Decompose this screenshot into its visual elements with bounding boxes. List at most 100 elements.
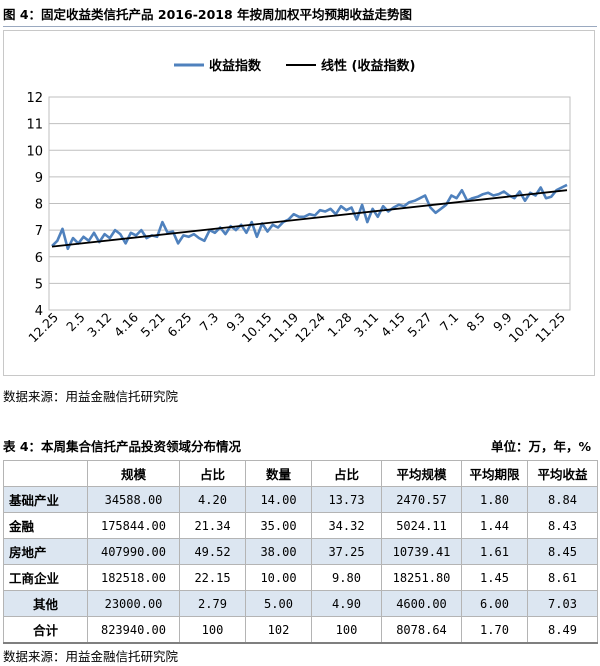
table-cell: 34588.00 [87, 486, 180, 513]
table-cell: 9.80 [311, 564, 382, 591]
row-label: 工商企业 [3, 564, 88, 591]
legend-label-index: 收益指数 [209, 58, 262, 74]
series-line-trend [51, 189, 568, 248]
y-tick-label: 4 [35, 304, 43, 319]
header-cell [3, 460, 88, 487]
table-cell: 6.00 [461, 590, 528, 617]
table-cell: 1.61 [461, 538, 528, 565]
x-tick-label: 7.1 [437, 310, 462, 335]
table-cell: 8.61 [527, 564, 598, 591]
chart-svg: 收益指数 线性 (收益指数) 4 5 6 7 8 9 10 11 12 12.25 2.53.12… [25, 58, 571, 345]
table-cell: 100 [179, 616, 246, 644]
y-tick-label: 8 [35, 198, 43, 213]
x-tick-label: 6.25 [164, 310, 194, 340]
table-cell: 175844.00 [87, 512, 180, 539]
table-cell: 13.73 [311, 486, 382, 513]
header-cell: 数量 [245, 460, 312, 487]
table-cell: 22.15 [179, 564, 246, 591]
header-cell: 平均收益 [527, 460, 598, 487]
table-cell: 5024.11 [381, 512, 462, 539]
y-tick-label: 6 [35, 251, 43, 266]
header-cell: 平均规模 [381, 460, 462, 487]
table-cell: 182518.00 [87, 564, 180, 591]
row-label: 金融 [3, 512, 88, 539]
y-tick-label: 12 [26, 91, 43, 106]
table-row: 工商企业 182518.00 22.15 10.00 9.80 18251.80… [3, 564, 598, 591]
figure-title: 图 4：固定收益类信托产品 2016-2018 年按周加权平均预期收益走势图 [3, 4, 597, 27]
table-cell: 1.70 [461, 616, 528, 644]
row-label: 其他 [3, 590, 88, 617]
x-tick-label: 3.12 [84, 310, 114, 340]
y-tick-label: 9 [35, 171, 43, 186]
x-tick-label: 3.11 [351, 310, 381, 340]
table-cell: 21.34 [179, 512, 246, 539]
header-cell: 规模 [87, 460, 180, 487]
table-cell: 49.52 [179, 538, 246, 565]
x-tick-label: 5.27 [404, 310, 434, 340]
table-cell: 1.80 [461, 486, 528, 513]
y-axis-labels: 4 5 6 7 8 9 10 11 12 [26, 91, 43, 319]
header-cell: 占比 [311, 460, 382, 487]
table-cell: 4600.00 [381, 590, 462, 617]
table-cell: 2.79 [179, 590, 246, 617]
table-cell: 34.32 [311, 512, 382, 539]
table-cell: 2470.57 [381, 486, 462, 513]
table-total-row: 合计 823940.00 100 102 100 8078.64 1.70 8.… [3, 616, 598, 644]
chart-series [51, 183, 568, 251]
table-cell: 8.49 [527, 616, 598, 644]
table-cell: 18251.80 [381, 564, 462, 591]
table-header-row: 规模 占比 数量 占比 平均规模 平均期限 平均收益 [3, 460, 598, 487]
table-cell: 1.44 [461, 512, 528, 539]
table-cell: 1.45 [461, 564, 528, 591]
table-cell: 4.20 [179, 486, 246, 513]
x-tick-label: 5.21 [138, 310, 168, 340]
figure-source: 数据来源：用益金融信托研究院 [3, 389, 179, 404]
row-label: 合计 [3, 616, 88, 644]
x-tick-label: 8.5 [463, 310, 488, 335]
table-cell: 7.03 [527, 590, 598, 617]
table-cell: 407990.00 [87, 538, 180, 565]
table-cell: 8.84 [527, 486, 598, 513]
header-cell: 占比 [179, 460, 246, 487]
table-cell: 35.00 [245, 512, 312, 539]
table-cell: 8.45 [527, 538, 598, 565]
y-tick-label: 7 [35, 224, 43, 239]
header-cell: 平均期限 [461, 460, 528, 487]
table-cell: 8078.64 [381, 616, 462, 644]
y-tick-label: 10 [26, 144, 43, 159]
table-cell: 8.43 [527, 512, 598, 539]
table-cell: 100 [311, 616, 382, 644]
table-cell: 14.00 [245, 486, 312, 513]
y-tick-label: 5 [35, 277, 43, 292]
table-cell: 823940.00 [87, 616, 180, 644]
table-row: 金融 175844.00 21.34 35.00 34.32 5024.11 1… [3, 512, 598, 539]
y-tick-label: 11 [26, 118, 43, 133]
table-title: 表 4：本周集合信托产品投资领域分布情况 [3, 439, 242, 454]
line-chart: 收益指数 线性 (收益指数) 4 5 6 7 8 9 10 11 12 12.25 2.5 3.12… [3, 30, 595, 376]
table-cell: 5.00 [245, 590, 312, 617]
table-cell: 37.25 [311, 538, 382, 565]
x-tick-label: 4.16 [111, 309, 141, 339]
legend-label-trend: 线性 (收益指数) [321, 58, 415, 74]
x-tick-label: 4.15 [378, 310, 408, 340]
table-row: 其他 23000.00 2.79 5.00 4.90 4600.00 6.00 … [3, 590, 598, 617]
table-unit: 单位：万，年，% [490, 439, 591, 454]
chart-grid [48, 96, 571, 311]
x-tick-label: 11.25 [532, 310, 568, 346]
table-cell: 10739.41 [381, 538, 462, 565]
distribution-table: 规模 占比 数量 占比 平均规模 平均期限 平均收益 基础产业 34588.00… [3, 460, 598, 644]
table-cell: 10.00 [245, 564, 312, 591]
table-row: 房地产 407990.00 49.52 38.00 37.25 10739.41… [3, 538, 598, 565]
x-tick-label: 7.3 [197, 310, 222, 335]
series-line-index [51, 183, 568, 251]
table-cell: 4.90 [311, 590, 382, 617]
table-cell: 102 [245, 616, 312, 644]
x-tick-label: 12.25 [25, 310, 61, 346]
x-axis-labels: 12.25 2.53.124.165.216.25 7.3 9.310.1511.19… [25, 309, 568, 345]
table-row: 基础产业 34588.00 4.20 14.00 13.73 2470.57 1… [3, 486, 598, 513]
table-title-bar: 表 4：本周集合信托产品投资领域分布情况 单位：万，年，% [3, 436, 597, 458]
row-label: 房地产 [3, 538, 88, 565]
table-cell: 23000.00 [87, 590, 180, 617]
row-label: 基础产业 [3, 486, 88, 513]
